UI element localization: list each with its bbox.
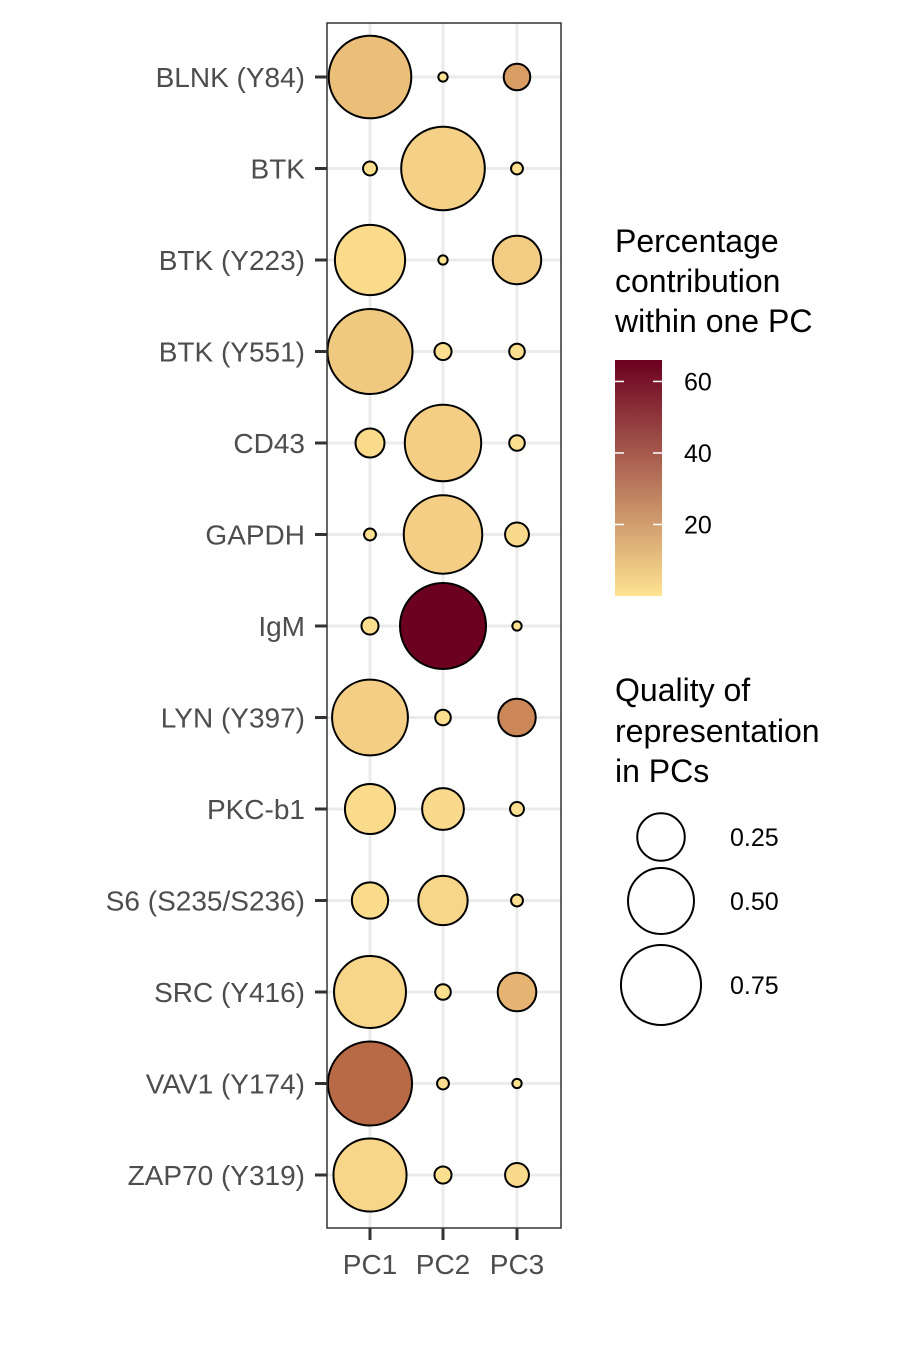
size-legend-title-line-2: representation [615, 713, 820, 749]
point-pkc-b1-pc3 [509, 801, 525, 817]
point-gapdh-pc2 [402, 494, 484, 575]
x-tick-label-pc2: PC2 [416, 1249, 470, 1280]
point-vav1-y174-pc1 [326, 1040, 414, 1127]
size-legend-title-line-3: in PCs [615, 753, 709, 789]
point-lyn-y397-pc3 [497, 697, 537, 738]
point-igm-pc3 [511, 620, 523, 632]
point-gapdh-pc3 [504, 521, 530, 548]
colorbar-ticks: 20 40 60 [615, 368, 712, 539]
point-src-y416-pc3 [496, 971, 538, 1013]
size-legend-label-0-25: 0.25 [730, 824, 779, 852]
x-tick-label-pc1: PC1 [343, 1249, 397, 1280]
point-zap70-y319-pc2 [433, 1165, 453, 1185]
point-vav1-y174-pc3 [511, 1077, 523, 1090]
point-gapdh-pc1 [363, 527, 377, 542]
y-tick-label-btk-y223: BTK (Y223) [159, 245, 305, 276]
axes: BLNK (Y84) BTK BTK (Y223) BTK (Y551) CD43 GAP… [106, 62, 544, 1280]
y-tick-label-zap70-y319: ZAP70 (Y319) [128, 1160, 305, 1191]
colorbar [615, 360, 662, 596]
size-legend-label-0-50: 0.50 [730, 888, 779, 916]
size-legend-label-0-75: 0.75 [730, 972, 779, 1000]
size-legend-key-0-75 [619, 943, 703, 1027]
point-btk-y223-pc3 [491, 234, 543, 286]
colorbar-tick-label-20: 20 [684, 511, 712, 539]
point-btk-pc3 [510, 161, 524, 176]
point-vav1-y174-pc2 [436, 1076, 450, 1091]
y-tick-label-gapdh: GAPDH [205, 520, 305, 551]
point-zap70-y319-pc1 [332, 1137, 408, 1213]
y-tick-label-vav1-y174: VAV1 (Y174) [146, 1069, 305, 1100]
x-tick-label-pc3: PC3 [490, 1249, 544, 1280]
point-lyn-y397-pc2 [434, 708, 452, 727]
point-src-y416-pc1 [333, 955, 407, 1029]
color-legend-title-line-3: within one PC [614, 303, 812, 339]
colorbar-tick-label-60: 60 [684, 368, 712, 396]
point-igm-pc2 [398, 581, 488, 671]
y-tick-label-s6-s235-s236: S6 (S235/S236) [106, 886, 305, 917]
color-legend-title-line-2: contribution [615, 263, 780, 299]
point-btk-pc2 [400, 125, 486, 212]
y-tick-label-lyn-y397: LYN (Y397) [161, 703, 305, 734]
point-lyn-y397-pc1 [331, 678, 409, 757]
point-zap70-y319-pc3 [504, 1162, 530, 1188]
colorbar-tick-label-40: 40 [684, 440, 712, 468]
y-tick-label-src-y416: SRC (Y416) [154, 977, 305, 1008]
size-legend: Quality of representation in PCs 0.25 0.5… [615, 672, 820, 1027]
point-blnk-y84-pc1 [327, 34, 413, 120]
point-btk-pc1 [362, 160, 378, 177]
point-cd43-pc2 [403, 403, 483, 483]
color-legend: Percentage contribution within one PC 20… [614, 223, 812, 596]
point-src-y416-pc2 [434, 983, 452, 1001]
point-pkc-b1-pc2 [421, 787, 465, 831]
y-tick-label-igm: IgM [258, 611, 305, 642]
y-tick-label-pkc-b1: PKC-b1 [207, 794, 305, 825]
point-btk-y551-pc3 [508, 342, 526, 361]
data-points [326, 34, 543, 1213]
size-legend-key-0-25 [636, 812, 686, 862]
point-cd43-pc3 [508, 434, 526, 452]
point-btk-y551-pc1 [326, 307, 414, 396]
point-blnk-y84-pc2 [437, 71, 449, 83]
point-btk-y223-pc2 [437, 254, 449, 266]
color-legend-title-line-1: Percentage [615, 223, 779, 259]
y-tick-label-btk: BTK [251, 154, 306, 185]
point-pkc-b1-pc1 [343, 782, 397, 836]
y-tick-label-btk-y551: BTK (Y551) [159, 337, 305, 368]
point-cd43-pc1 [354, 427, 386, 459]
y-tick-label-cd43: CD43 [233, 428, 305, 459]
size-legend-title-line-1: Quality of [615, 672, 750, 708]
y-tick-label-blnk-y84: BLNK (Y84) [156, 62, 305, 93]
point-s6-s235-s236-pc1 [350, 881, 390, 920]
size-legend-keys: 0.25 0.50 0.75 [619, 812, 779, 1027]
size-legend-key-0-50 [627, 867, 695, 935]
point-igm-pc1 [360, 616, 380, 636]
point-btk-y551-pc2 [433, 341, 453, 362]
point-s6-s235-s236-pc2 [417, 874, 469, 927]
point-btk-y223-pc1 [333, 223, 407, 297]
point-s6-s235-s236-pc3 [510, 893, 524, 908]
point-blnk-y84-pc3 [502, 62, 532, 92]
